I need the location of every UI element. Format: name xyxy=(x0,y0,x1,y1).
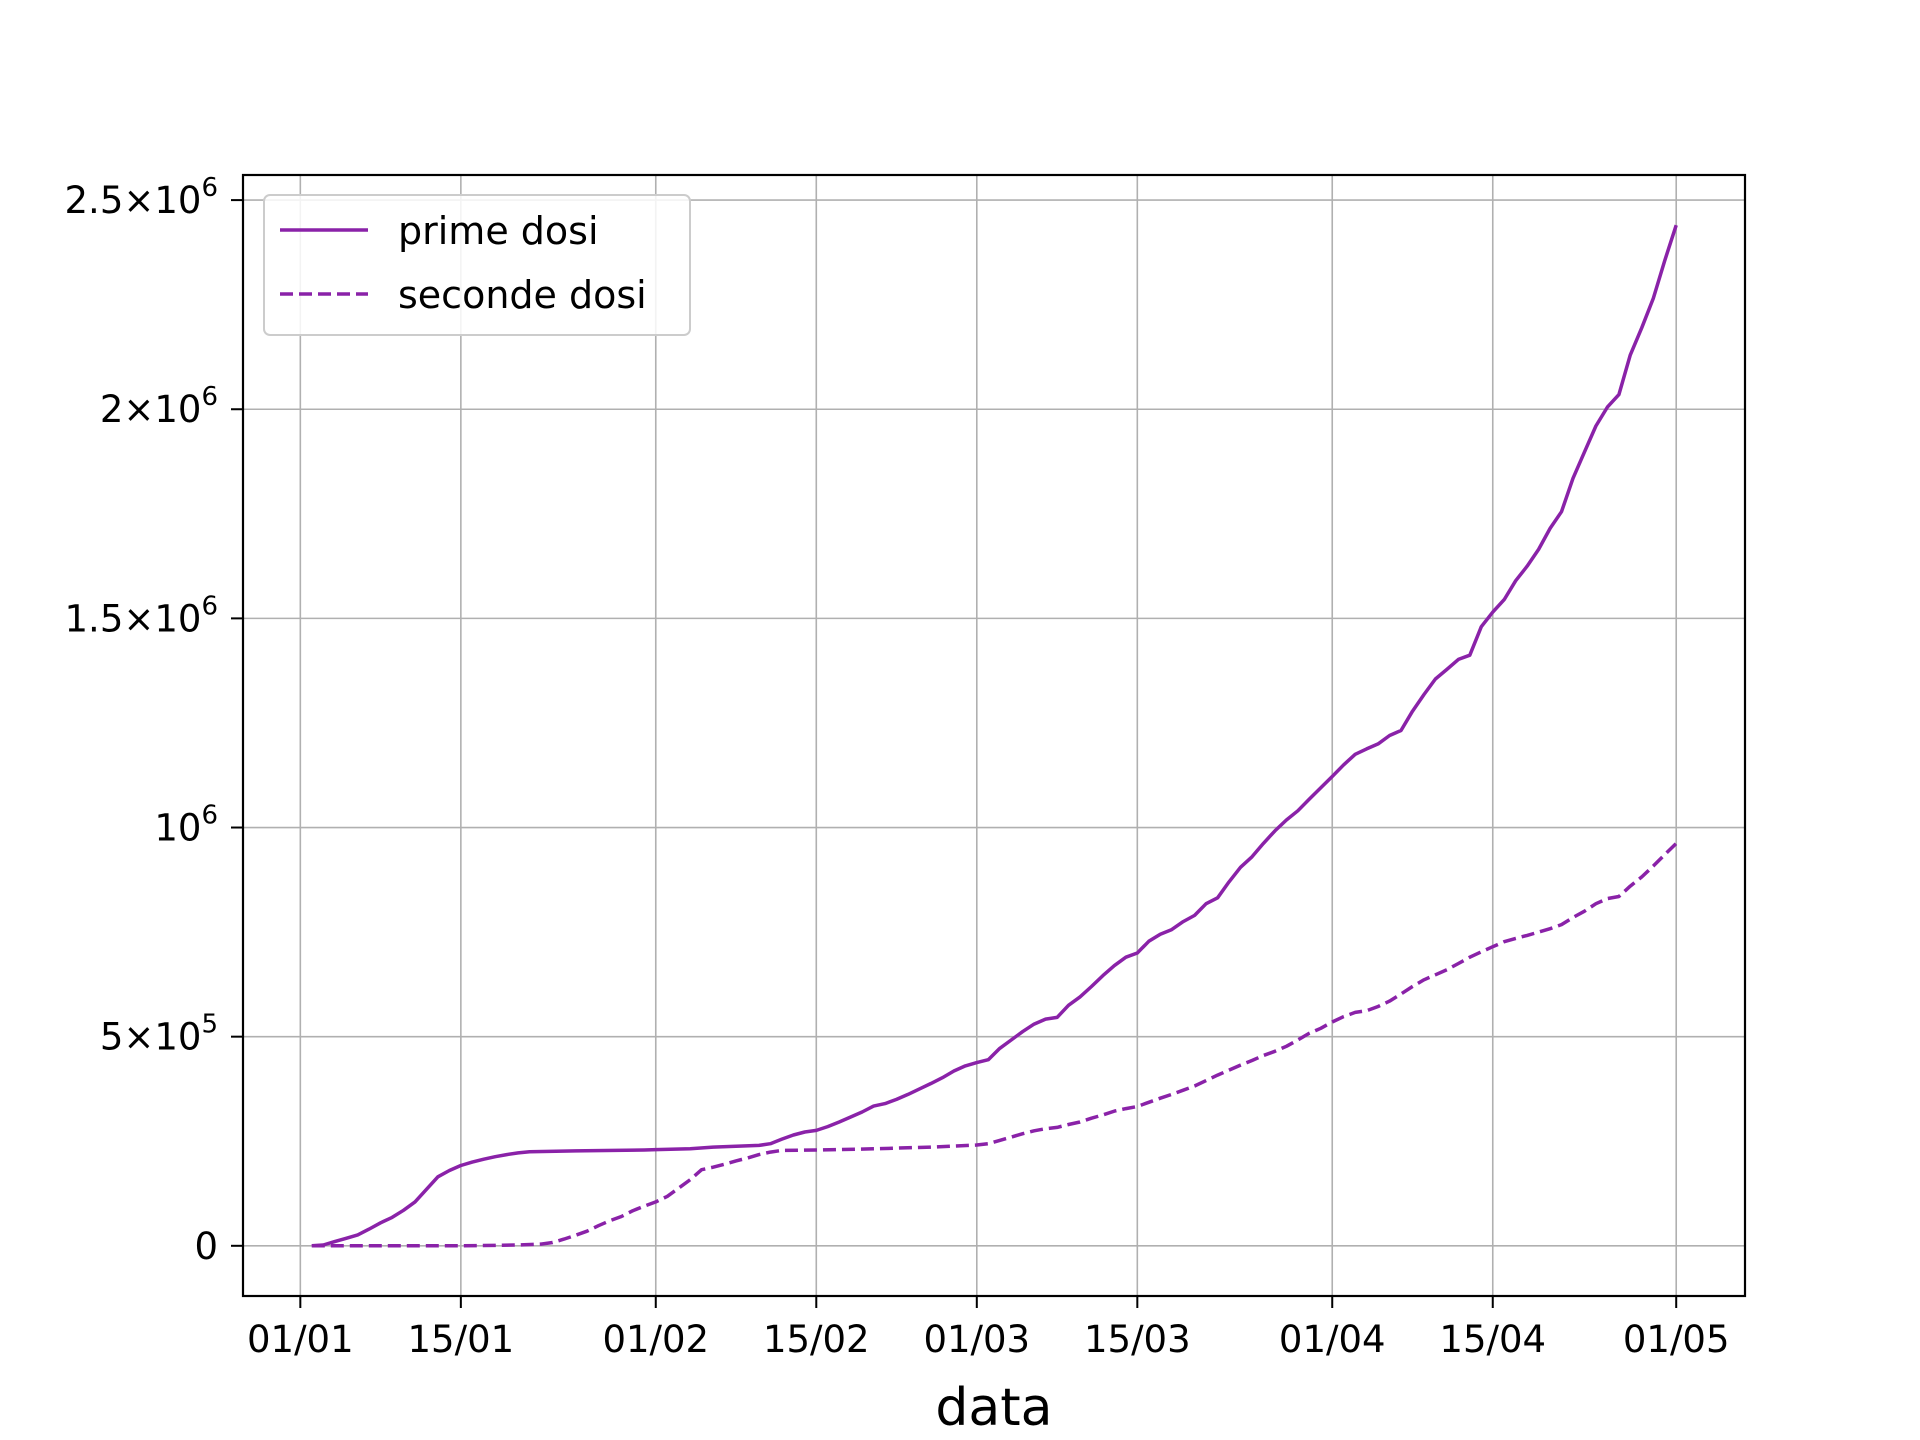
y-tick-base: 0 xyxy=(194,1225,218,1268)
x-tick-label: 15/03 xyxy=(1084,1318,1191,1361)
x-tick-label: 01/04 xyxy=(1279,1318,1386,1361)
y-tick-label: 2×106 xyxy=(100,382,218,431)
y-tick-exponent: 6 xyxy=(201,173,218,203)
legend-label-prime-dosi: prime dosi xyxy=(398,209,599,253)
series-line-prime-dosi xyxy=(311,224,1678,1248)
y-tick-label: 2.5×106 xyxy=(65,173,218,222)
x-tick-label: 01/02 xyxy=(602,1318,709,1361)
y-tick-base: 2×10 xyxy=(100,388,202,431)
series-line-seconde-dosi xyxy=(311,842,1678,1248)
y-tick-label: 1.5×106 xyxy=(65,591,218,640)
x-tick-label: 01/01 xyxy=(247,1318,354,1361)
y-tick-label: 106 xyxy=(154,801,218,850)
y-tick-exponent: 5 xyxy=(201,1010,218,1040)
legend-box xyxy=(263,194,691,336)
x-tick-label: 01/05 xyxy=(1623,1318,1730,1361)
grid xyxy=(243,175,1745,1296)
y-tick-label: 5×105 xyxy=(100,1010,218,1059)
y-tick-label: 0 xyxy=(194,1225,218,1268)
y-tick-exponent: 6 xyxy=(201,591,218,621)
series-layer xyxy=(311,224,1678,1248)
y-tick-exponent: 6 xyxy=(201,801,218,831)
plot-frame xyxy=(241,173,1747,1298)
y-tick-exponent: 6 xyxy=(201,382,218,412)
x-axis: 01/01 15/01 01/02 15/02 01/03 15/03 01/04 15/04… xyxy=(247,1296,1730,1361)
x-tick-label: 15/01 xyxy=(408,1318,515,1361)
y-tick-base: 5×10 xyxy=(100,1016,202,1059)
legend-label-seconde-dosi: seconde dosi xyxy=(398,273,647,317)
x-axis-title: data xyxy=(935,1378,1052,1438)
y-tick-base: 10 xyxy=(154,807,201,850)
y-tick-base: 2.5×10 xyxy=(65,179,202,222)
legend: prime dosi seconde dosi xyxy=(263,194,691,336)
y-tick-base: 1.5×10 xyxy=(65,597,202,640)
x-tick-label: 15/02 xyxy=(763,1318,870,1361)
x-tick-label: 01/03 xyxy=(923,1318,1030,1361)
x-tick-label: 15/04 xyxy=(1439,1318,1546,1361)
